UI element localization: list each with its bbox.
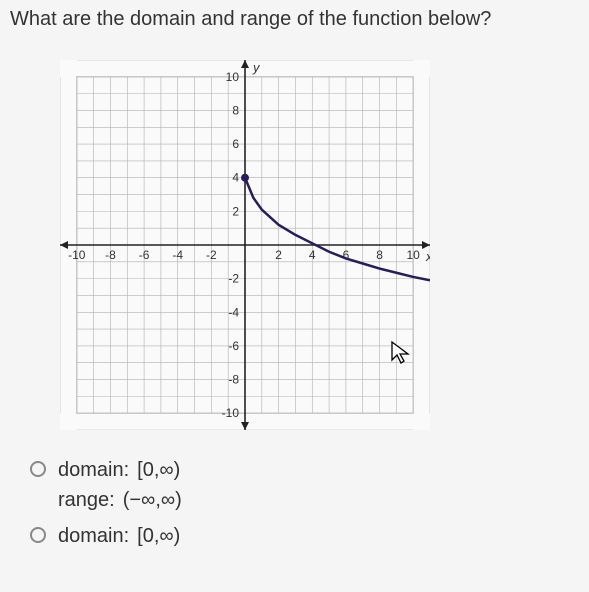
svg-text:6: 6 — [232, 137, 239, 151]
svg-text:x: x — [425, 249, 430, 264]
option-body: domain: [0,∞) range: (−∞,∞) — [58, 455, 182, 515]
svg-text:-4: -4 — [228, 305, 239, 319]
graph-container: -10-10-8-8-6-6-4-4-2-2224466881010xy — [60, 60, 430, 430]
svg-text:10: 10 — [226, 70, 240, 84]
radio-icon — [30, 527, 46, 543]
svg-text:-8: -8 — [228, 373, 239, 387]
range-label: range: — [58, 485, 115, 515]
domain-label: domain: — [58, 455, 129, 485]
svg-text:2: 2 — [232, 204, 239, 218]
svg-text:-2: -2 — [206, 248, 217, 262]
svg-text:-2: -2 — [228, 272, 239, 286]
range-value: (−∞,∞) — [123, 485, 182, 515]
domain-label: domain: — [58, 521, 129, 551]
question-text: What are the domain and range of the fun… — [10, 8, 491, 31]
svg-text:-10: -10 — [222, 406, 240, 420]
svg-text:4: 4 — [309, 248, 316, 262]
option-1[interactable]: domain: [0,∞) range: (−∞,∞) — [30, 455, 182, 515]
domain-value: [0,∞) — [137, 521, 180, 551]
svg-text:8: 8 — [376, 248, 383, 262]
svg-text:-10: -10 — [68, 248, 86, 262]
svg-text:y: y — [252, 60, 261, 75]
svg-text:-8: -8 — [105, 248, 116, 262]
option-2[interactable]: domain: [0,∞) — [30, 521, 182, 551]
option-body: domain: [0,∞) — [58, 521, 180, 551]
svg-text:-4: -4 — [172, 248, 183, 262]
function-graph: -10-10-8-8-6-6-4-4-2-2224466881010xy — [60, 60, 430, 430]
svg-text:-6: -6 — [139, 248, 150, 262]
svg-text:-6: -6 — [228, 339, 239, 353]
answer-options: domain: [0,∞) range: (−∞,∞) domain: [0,∞… — [30, 455, 182, 557]
domain-value: [0,∞) — [137, 455, 180, 485]
radio-icon — [30, 461, 46, 477]
svg-text:10: 10 — [407, 248, 421, 262]
svg-text:8: 8 — [232, 103, 239, 117]
svg-text:4: 4 — [232, 171, 239, 185]
svg-text:2: 2 — [275, 248, 282, 262]
